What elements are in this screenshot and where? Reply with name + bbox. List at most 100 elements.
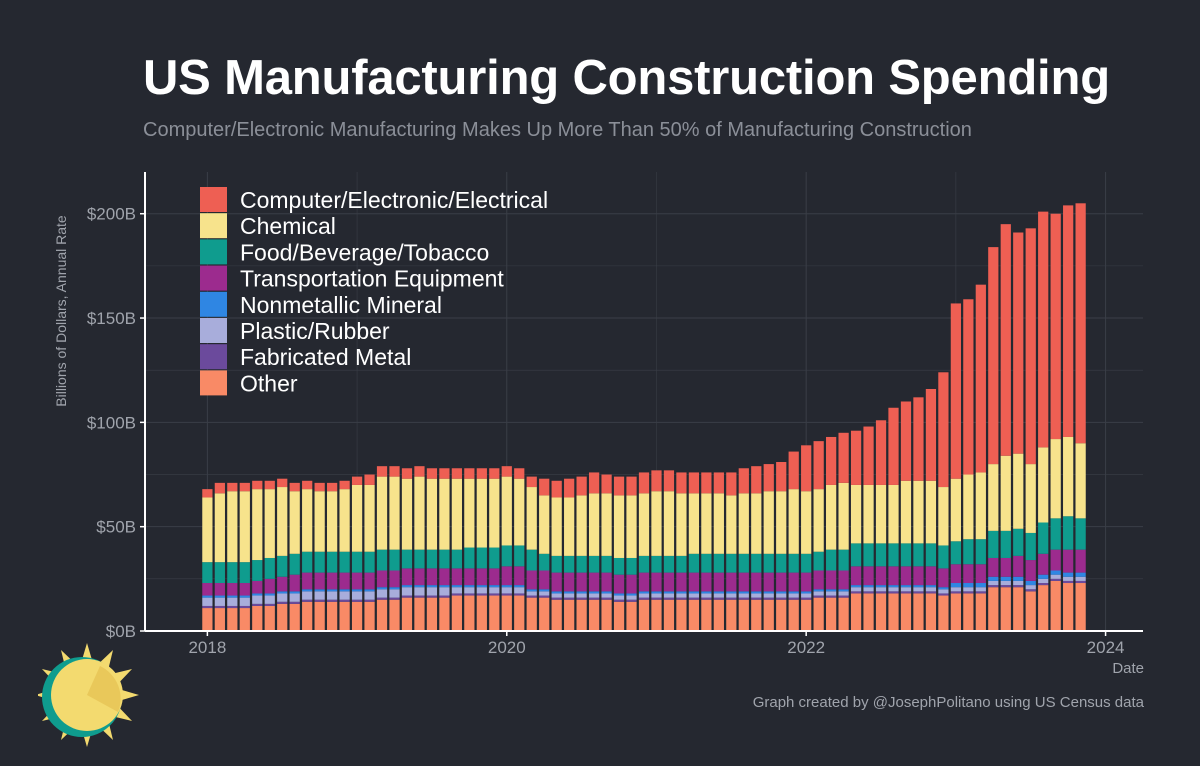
- bar-segment: [202, 608, 213, 631]
- bar-segment: [514, 545, 525, 567]
- bar-segment: [451, 478, 462, 550]
- legend-label: Other: [240, 370, 298, 396]
- bar-segment: [364, 591, 375, 600]
- bar-segment: [264, 557, 275, 579]
- bar-segment: [214, 595, 225, 598]
- bar-segment: [514, 566, 525, 586]
- bar-segment: [975, 593, 986, 631]
- bar-segment: [376, 570, 388, 588]
- x-tick-label: 2020: [488, 638, 526, 657]
- bar-segment: [551, 555, 562, 573]
- bar-segment: [314, 551, 325, 573]
- bar-segment: [564, 497, 575, 556]
- bar-segment: [601, 555, 612, 573]
- bar-segment: [564, 599, 575, 631]
- bar-segment: [988, 576, 999, 581]
- bar-segment: [663, 555, 675, 573]
- x-tick-label: 2018: [188, 638, 226, 657]
- bar-segment: [950, 564, 961, 584]
- bar-segment: [1025, 589, 1036, 592]
- bar-segment: [1050, 574, 1061, 579]
- bar-segment: [576, 591, 587, 594]
- bar-segment: [526, 589, 537, 592]
- bar-segment: [776, 572, 787, 592]
- bar-segment: [439, 568, 450, 586]
- bar-segment: [813, 570, 824, 590]
- bar-segment: [788, 597, 799, 600]
- bar-segment: [863, 585, 874, 588]
- bar-segment: [451, 587, 462, 594]
- bar-segment: [414, 587, 425, 596]
- bar-segment: [339, 601, 350, 631]
- bar-segment: [888, 543, 899, 567]
- bar-segment: [688, 472, 700, 494]
- bar-segment: [501, 466, 512, 477]
- bar-segment: [688, 599, 700, 631]
- bar-segment: [314, 599, 325, 602]
- bar-segment: [239, 605, 250, 609]
- bar-segment: [1075, 583, 1086, 631]
- legend-swatch: [200, 318, 227, 343]
- bar-segment: [613, 557, 625, 575]
- bar-segment: [651, 572, 662, 592]
- bar-segment: [376, 599, 388, 631]
- bar-segment: [763, 599, 774, 631]
- bar-segment: [1013, 585, 1024, 588]
- bar-segment: [351, 476, 363, 485]
- bar-segment: [202, 597, 213, 606]
- bar-segment: [738, 493, 749, 554]
- bar-segment: [476, 593, 487, 596]
- bar-segment: [826, 484, 837, 550]
- bar-segment: [277, 478, 288, 488]
- bar-segment: [875, 585, 887, 588]
- bar-segment: [613, 574, 625, 594]
- legend-swatch: [200, 291, 227, 317]
- sun-ray-icon: [120, 689, 139, 701]
- axes-layer: $0B $50B $100B $150B $200B 2018 2020 2022 2024: [87, 172, 1143, 657]
- bar-segment: [389, 597, 400, 600]
- bar-segment: [202, 497, 213, 563]
- bar-segment: [1000, 224, 1011, 456]
- sun-ray-icon: [81, 643, 93, 662]
- bar-segment: [813, 595, 824, 598]
- bar-segment: [913, 585, 924, 588]
- bar-segment: [701, 591, 712, 594]
- bar-segment: [302, 551, 313, 573]
- bar-segment: [801, 572, 812, 592]
- bar-segment: [676, 555, 687, 573]
- bar-segment: [576, 495, 587, 556]
- bar-segment: [364, 599, 375, 602]
- bar-segment: [539, 478, 550, 496]
- bar-segment: [588, 593, 600, 598]
- bar-segment: [826, 591, 837, 596]
- bar-segment: [938, 545, 949, 569]
- bar-segment: [988, 247, 999, 465]
- bar-segment: [376, 549, 388, 571]
- bar-segment: [289, 553, 300, 575]
- bar-segment: [576, 476, 587, 496]
- bar-segment: [850, 430, 862, 485]
- bar-segment: [950, 541, 961, 565]
- bar-segment: [1050, 518, 1061, 550]
- bar-segment: [638, 555, 650, 573]
- bar-segment: [863, 426, 874, 485]
- bar-segment: [339, 589, 350, 592]
- bar-segment: [638, 593, 650, 598]
- bar-segment: [539, 589, 550, 592]
- bar-segment: [364, 589, 375, 592]
- bar-segment: [713, 591, 724, 594]
- bar-segment: [963, 591, 974, 594]
- bar-segment: [850, 543, 862, 567]
- bar-segment: [988, 464, 999, 531]
- legend-swatch: [200, 265, 227, 291]
- bar-segment: [988, 587, 999, 631]
- bar-segment: [214, 608, 225, 631]
- bar-segment: [651, 591, 662, 594]
- bar-segment: [227, 595, 238, 598]
- bar-segment: [214, 583, 225, 596]
- bar-segment: [202, 583, 213, 596]
- x-axis-label: Date: [1112, 660, 1144, 677]
- bar-segment: [214, 605, 225, 609]
- bar-segment: [464, 587, 475, 594]
- bar-segment: [1075, 572, 1086, 577]
